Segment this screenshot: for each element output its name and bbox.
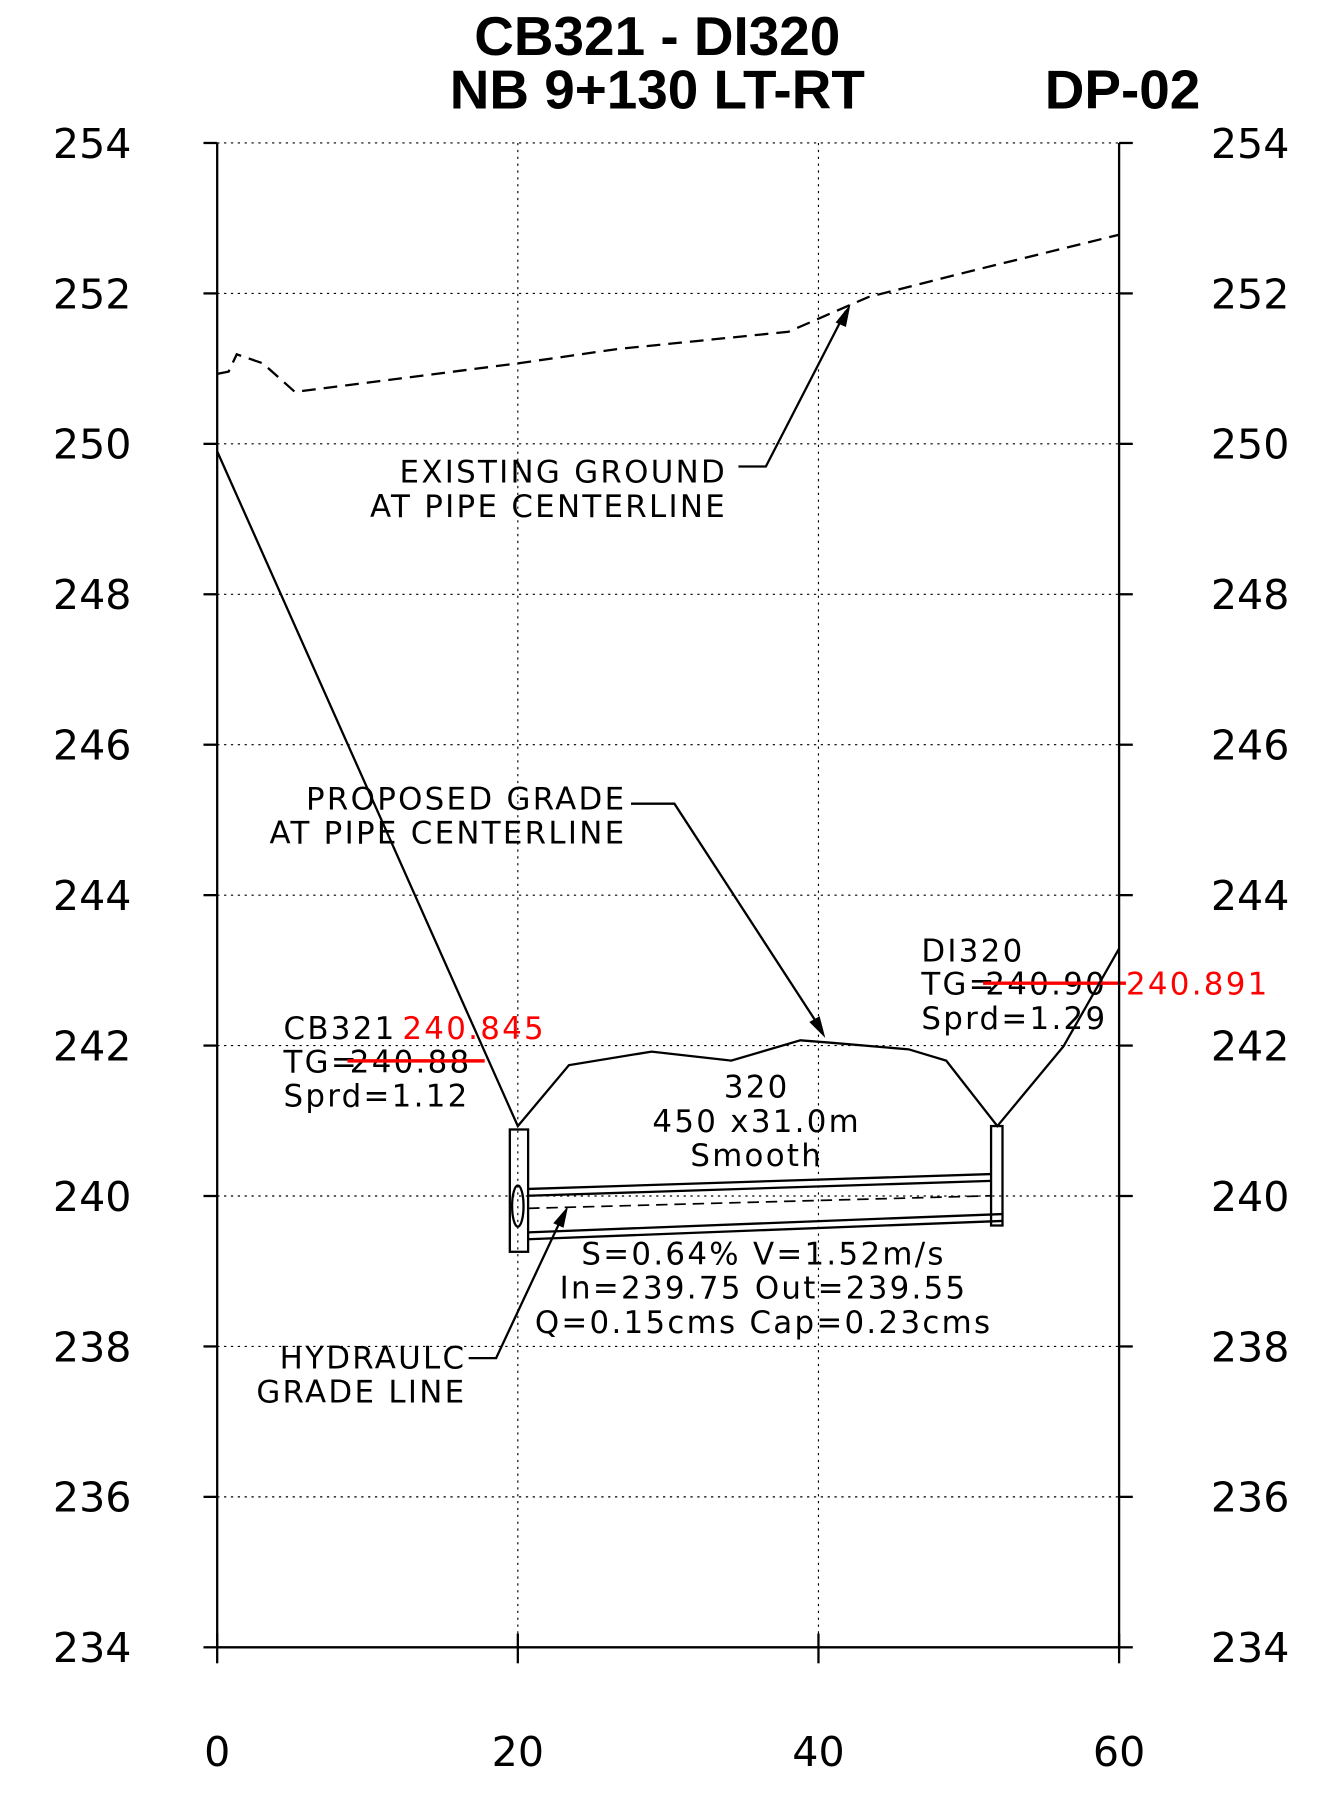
revised-value: 240.845 [402,1011,546,1047]
structure [989,1124,1004,1227]
leader-line [738,310,847,468]
y2-tick-label: 234 [1211,1624,1290,1672]
y2-tick-label: 240 [1211,1173,1290,1221]
y-tick-label: 236 [53,1474,132,1522]
structure-label: CB321 [283,1011,396,1047]
y2-tick-label: 242 [1211,1022,1290,1070]
arrow-head [553,1206,569,1228]
pipe-wall [528,1212,1003,1234]
y2-tick-label: 254 [1211,120,1290,168]
y-tick-label: 238 [53,1323,132,1371]
pipe-label: Q=0.15cms Cap=0.23cms [535,1305,993,1341]
y2-tick-label: 244 [1211,872,1290,920]
x-tick-label: 20 [492,1728,544,1776]
structure-label: DI320 [921,933,1024,969]
x-tick-label: 40 [792,1728,844,1776]
pipe-label: In=239.75 Out=239.55 [560,1271,968,1307]
profile-line [216,233,1120,394]
structure-label: Sprd=1.12 [283,1079,469,1115]
pipe-wall [528,1172,992,1191]
pipe-wall [528,1179,992,1197]
y-tick-label: 244 [53,872,132,920]
y-tick-label: 240 [53,1173,132,1221]
arrow-head [809,1016,826,1039]
structure-label: TG= [282,1044,358,1080]
hydraulic-grade-line [528,1194,992,1210]
x-tick-label: 0 [204,1728,230,1776]
leader-line [468,1213,565,1360]
title: CB321 - DI320 [474,5,840,67]
pipe-wall [528,1219,1003,1241]
profile-line [216,450,1121,1129]
y2-tick-label: 238 [1211,1323,1290,1371]
y-tick-label: 252 [53,270,132,318]
y-tick-label: 234 [53,1624,132,1672]
structure-label: Sprd=1.29 [921,1001,1107,1037]
y2-tick-label: 236 [1211,1474,1290,1522]
y2-tick-label: 250 [1211,421,1290,469]
sheet-label: DP-02 [1045,59,1201,121]
pipe-label: 320 [724,1069,790,1105]
leader-line [630,802,822,1030]
arrow-head [835,304,851,328]
annotation: AT PIPE CENTERLINE [269,816,626,852]
y-tick-label: 254 [53,120,132,168]
y-tick-label: 248 [53,571,132,619]
annotation: PROPOSED GRADE [306,781,626,817]
y-tick-label: 246 [53,722,132,770]
annotation: HYDRAULC [280,1340,467,1376]
subtitle: NB 9+130 LT-RT [450,59,865,121]
structure-label: TG= [920,967,996,1003]
annotation: EXISTING GROUND [400,454,727,490]
pipe-end [510,1184,525,1228]
y-tick-label: 250 [53,421,132,469]
y2-tick-label: 252 [1211,270,1290,318]
pipe-label: 450 x31.0m [652,1104,861,1140]
pipe-label: Smooth [690,1138,823,1174]
annotation: AT PIPE CENTERLINE [370,489,727,525]
y2-tick-label: 248 [1211,571,1290,619]
annotation: GRADE LINE [256,1375,466,1411]
revised-value: 240.891 [1126,967,1270,1003]
y2-tick-label: 246 [1211,722,1290,770]
pipe-label: S=0.64% V=1.52m/s [581,1236,945,1272]
structure [508,1128,530,1253]
y-tick-label: 242 [53,1022,132,1070]
x-tick-label: 60 [1093,1728,1145,1776]
